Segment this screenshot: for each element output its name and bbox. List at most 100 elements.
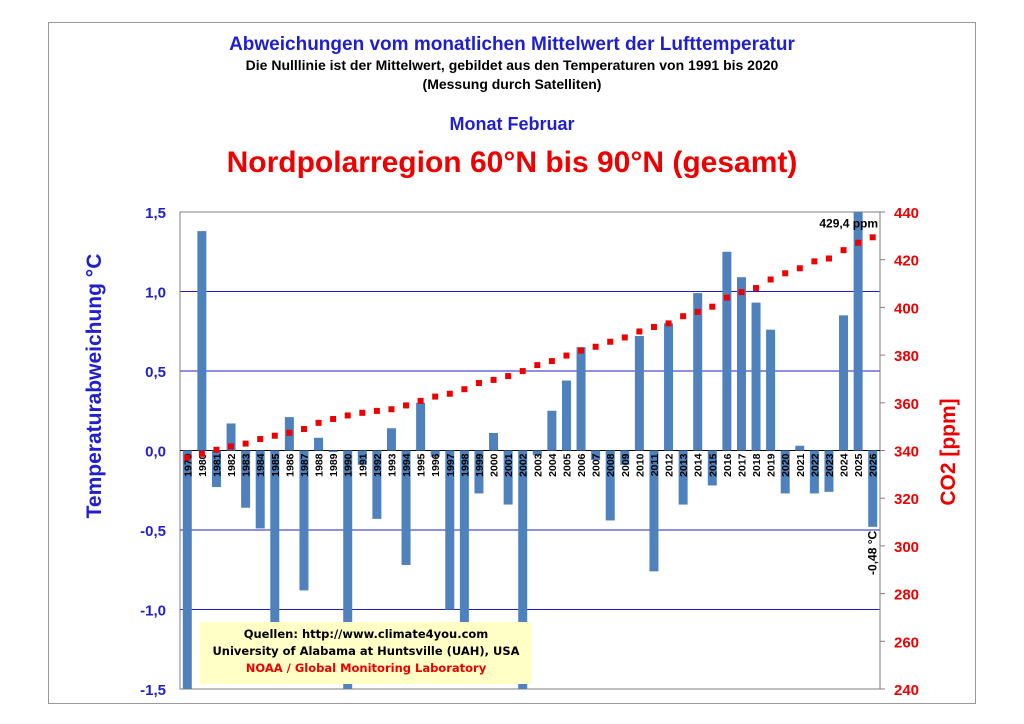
y2-tick-label: 240 — [894, 682, 919, 699]
co2-point — [213, 446, 220, 453]
x-tick-label: 1994 — [401, 453, 413, 477]
temperature-bar — [197, 231, 207, 451]
x-tick-label: 2026 — [868, 453, 880, 477]
y-tick-label: 0,0 — [145, 444, 166, 461]
co2-point — [869, 234, 876, 241]
co2-point — [563, 352, 570, 359]
temperature-bar — [299, 450, 309, 591]
temperature-bar — [241, 450, 251, 508]
temperature-bar — [780, 450, 790, 494]
temperature-bar — [751, 302, 761, 451]
co2-point — [723, 294, 730, 301]
co2-point — [855, 239, 862, 246]
y2-tick-label: 260 — [894, 634, 919, 651]
co2-point — [796, 265, 803, 272]
x-tick-label: 2010 — [634, 453, 646, 477]
x-tick-label: 1999 — [474, 453, 486, 477]
y2-tick-label: 440 — [894, 205, 919, 222]
co2-point — [592, 343, 599, 350]
temperature-bar — [693, 293, 703, 451]
y-tick-label: -0,5 — [140, 523, 166, 540]
y2-tick-label: 280 — [894, 587, 919, 604]
y2-tick-label: 400 — [894, 300, 919, 317]
temperature-bar — [547, 410, 557, 451]
x-tick-label: 1989 — [328, 453, 340, 477]
chart-subtitle-measurement: (Messung durch Satelliten) — [422, 76, 602, 92]
temperature-bar — [270, 450, 280, 623]
co2-point — [373, 407, 380, 414]
co2-point — [811, 258, 818, 265]
x-tick-label: 2015 — [707, 453, 719, 477]
y-tick-label: -1,5 — [140, 682, 166, 699]
co2-point — [767, 276, 774, 283]
x-tick-label: 2004 — [547, 453, 559, 477]
temperature-bar — [824, 450, 834, 492]
x-tick-label: 2000 — [489, 453, 501, 477]
x-tick-label: 2012 — [664, 453, 676, 477]
x-tick-label: 2013 — [678, 453, 690, 477]
temperature-bar — [430, 450, 440, 457]
x-tick-label: 1995 — [416, 453, 428, 477]
x-tick-label: 2019 — [766, 453, 778, 477]
y2-axis-title: CO2 [ppm] — [937, 398, 960, 505]
y-axis-title: Temperaturabweichung °C — [83, 254, 106, 519]
co2-point — [709, 303, 716, 310]
temperature-bar — [605, 450, 615, 521]
source-climate4you: Quellen: http://www.climate4you.com — [243, 627, 489, 641]
x-tick-label: 1985 — [270, 453, 282, 477]
temperature-bar — [853, 212, 863, 451]
chart-frame — [48, 22, 976, 704]
co2-point — [475, 380, 482, 387]
temperature-bar — [401, 450, 411, 565]
temperature-bar — [328, 450, 338, 453]
temperature-bar — [489, 433, 499, 451]
temperature-bar — [357, 450, 367, 465]
temperature-bar — [722, 251, 732, 451]
temperature-bar — [372, 450, 382, 519]
bars-group — [182, 212, 878, 689]
co2-point — [388, 406, 395, 413]
temperature-bar — [459, 450, 469, 682]
source-noaa: NOAA / Global Monitoring Laboratory — [245, 661, 487, 675]
x-tick-label: 1986 — [284, 453, 296, 477]
y-tick-label: 1,0 — [145, 285, 166, 302]
x-tick-label: 2001 — [503, 453, 515, 477]
co2-point — [184, 454, 191, 461]
co2-point — [271, 432, 278, 439]
temperature-bar — [649, 450, 659, 572]
x-tick-label: 2014 — [693, 453, 705, 477]
co2-point — [548, 358, 555, 365]
temperature-bar — [809, 450, 819, 494]
co2-point — [505, 373, 512, 380]
temp-last-label: -0,48 °C — [866, 530, 880, 574]
temperature-bar — [795, 445, 805, 451]
x-tick-label: 1983 — [241, 453, 253, 477]
co2-point — [825, 255, 832, 262]
x-tick-label: 1992 — [372, 453, 384, 477]
co2-point — [578, 347, 585, 354]
co2-point — [490, 376, 497, 383]
temperature-bar — [416, 402, 426, 451]
x-tick-label: 2024 — [839, 453, 851, 477]
co2-point — [300, 426, 307, 433]
co2-point — [359, 409, 366, 416]
temperature-bar — [839, 315, 849, 451]
chart-region: Nordpolarregion 60°N bis 90°N (gesamt) — [226, 146, 798, 179]
temperature-bar — [868, 450, 878, 527]
temperature-bar — [474, 450, 484, 494]
chart-title: Abweichungen vom monatlichen Mittelwert … — [229, 34, 795, 55]
temperature-bar — [211, 450, 221, 488]
y2-tick-label: 320 — [894, 491, 919, 508]
co2-point — [753, 285, 760, 292]
x-tick-label: 2023 — [824, 453, 836, 477]
temperature-bar — [591, 450, 601, 461]
co2-point — [242, 440, 249, 447]
x-tick-label: 2020 — [780, 453, 792, 477]
x-tick-label: 2011 — [649, 453, 661, 476]
co2-last-label: 429,4 ppm — [819, 216, 878, 230]
x-tick-label: 2016 — [722, 453, 734, 477]
temperature-bar — [503, 450, 513, 505]
chart-month: Monat Februar — [449, 114, 575, 134]
x-tick-label: 1981 — [211, 453, 223, 477]
